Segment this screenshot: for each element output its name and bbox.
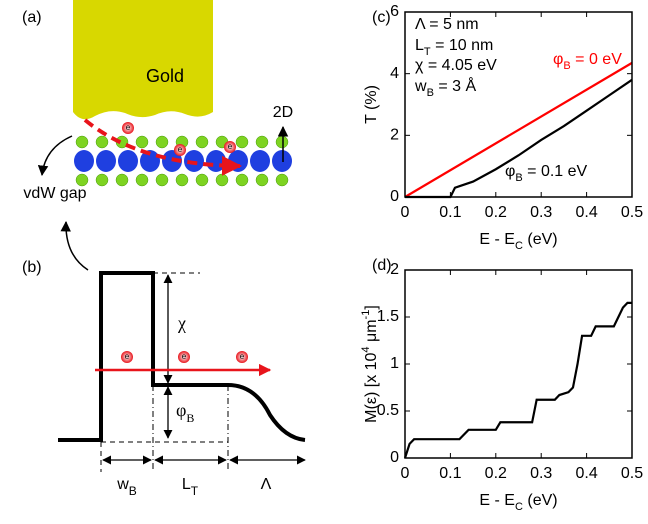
diagram-b: (b) χ φB wB LT Λ e e e [22, 259, 306, 498]
dimension-arrows [102, 274, 306, 465]
data-line [404, 61, 633, 198]
annotation: Λ = 5 nm [415, 16, 479, 33]
data-line [405, 78, 633, 199]
y-tick-label: 0 [390, 188, 399, 205]
y-tick-label: 1.5 [377, 308, 399, 325]
2d-layer [74, 135, 292, 187]
plot-frame [404, 11, 633, 198]
guide-lines [152, 385, 229, 472]
x-tick-label: 0 [401, 204, 410, 221]
y-tick-label: 6 [390, 3, 399, 20]
y-tick-label: 2 [390, 261, 399, 278]
electron-label: e [240, 352, 245, 361]
x-tick-label: 0.3 [530, 465, 552, 482]
x-tick-label: 0.5 [621, 465, 643, 482]
electron: e [178, 351, 190, 363]
l-label: LT [182, 476, 199, 498]
x-tick-label: 0.1 [439, 465, 461, 482]
y-tick-label: 1 [390, 355, 399, 372]
y-axis-label: M(ε) [x 104 μm-1] [360, 305, 380, 423]
w-label: wB [116, 476, 137, 498]
x-tick-label: 0.5 [621, 204, 643, 221]
x-tick-label: 0.3 [530, 204, 552, 221]
annotation: wB = 3 Å [414, 76, 476, 99]
gold-label: Gold [146, 66, 184, 86]
y-tick-label: 0 [390, 449, 399, 466]
x-tick-label: 0.2 [485, 465, 507, 482]
x-tick-label: 0.1 [439, 204, 461, 221]
panel-label: (c) [372, 9, 391, 26]
electron-label: e [228, 142, 233, 151]
panel-label: (d) [372, 257, 392, 274]
electron-label: e [126, 123, 131, 132]
arrow [37, 135, 73, 177]
electron-label: e [182, 352, 187, 361]
layer-label: 2D [273, 104, 293, 121]
gap-label: vdW gap [23, 185, 86, 202]
x-tick-label: 0 [401, 465, 410, 482]
diagram-a: (a) Gold e e e 2D vdW gap [22, 0, 293, 271]
y-tick-label: 4 [390, 65, 399, 82]
electron-label: e [178, 145, 183, 154]
x-tick-label: 0.4 [575, 465, 597, 482]
chi-label: χ [177, 313, 186, 333]
panel-label: (a) [22, 9, 42, 26]
electron: e [121, 351, 133, 363]
x-axis-label: E - EC (eV) [479, 492, 557, 513]
data-line [403, 301, 632, 459]
electron-label: e [125, 352, 130, 361]
x-tick-label: 0.4 [575, 204, 597, 221]
x-axis-label: E - EC (eV) [479, 231, 557, 252]
electron: e [236, 351, 248, 363]
y-tick-label: 2 [390, 127, 399, 144]
phi-label: φB [176, 400, 194, 425]
arrow [60, 220, 89, 271]
electron: e [224, 141, 236, 153]
y-axis-label: T (%) [363, 85, 380, 124]
panel-label: (b) [22, 259, 42, 276]
annotation: LT = 10 nm [415, 37, 493, 58]
gold-contact [73, 0, 213, 120]
guide-lines [100, 272, 228, 472]
annotation: φB = 0.1 eV [505, 163, 588, 184]
plot-frame [404, 269, 633, 459]
y-tick-label: 0.5 [377, 402, 399, 419]
annotation: χ = 4.05 eV [415, 57, 497, 74]
x-tick-label: 0.2 [485, 204, 507, 221]
lambda-label: Λ [261, 476, 272, 493]
annotation: φB = 0 eV [553, 51, 622, 72]
transport-arrow [83, 118, 242, 176]
electron: e [122, 122, 134, 134]
electron: e [174, 144, 186, 156]
band-profile [58, 271, 306, 442]
